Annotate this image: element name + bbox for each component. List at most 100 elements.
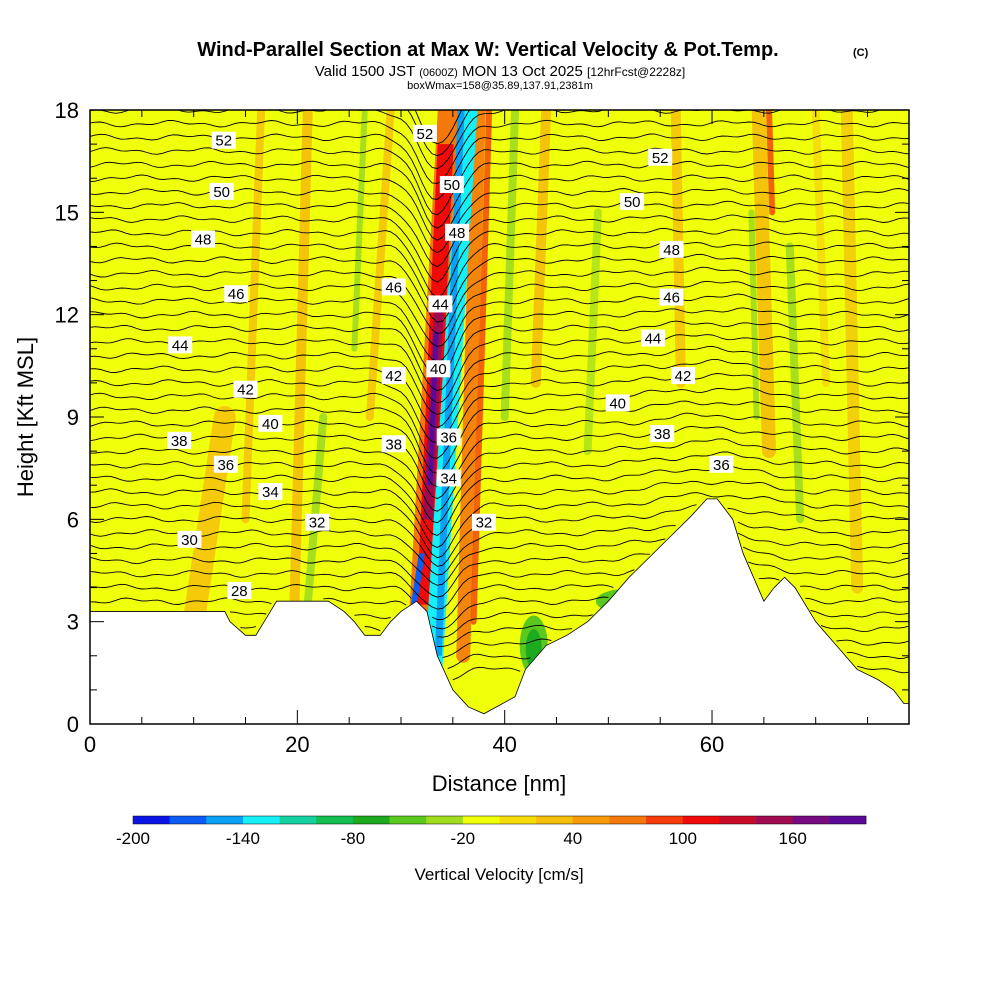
- theta-contour-line: [229, 610, 909, 638]
- theta-contour-line: [90, 214, 909, 283]
- colorbar-swatch: [133, 816, 170, 824]
- contour-label-text: 46: [228, 286, 245, 303]
- contour-label: 40: [258, 414, 283, 433]
- contour-label-text: 48: [449, 225, 466, 242]
- contour-label-text: 50: [443, 177, 460, 194]
- theta-contour-line: [90, 400, 909, 474]
- velocity-streak: [500, 110, 520, 421]
- theta-contour-line: [90, 425, 909, 500]
- valid-time-line: Valid 1500 JST (0600Z) MON 13 Oct 2025 […: [315, 63, 686, 80]
- contour-label: 40: [426, 360, 451, 378]
- theta-contour-line: [90, 465, 909, 537]
- contour-label-bg: [439, 176, 464, 194]
- velocity-streak: [840, 110, 864, 594]
- colorbar-swatch: [169, 816, 207, 824]
- contour-label-bg: [224, 285, 249, 303]
- theta-contour-line: [90, 345, 909, 415]
- y-tick-label: 3: [67, 610, 79, 635]
- terrain-outline: [90, 498, 909, 715]
- y-axis-label: Height [Kft MSL]: [13, 337, 38, 497]
- contour-label: 36: [436, 428, 461, 446]
- theta-contour-line: [90, 334, 909, 404]
- theta-contour-line: [90, 596, 909, 630]
- colorbar-label: Vertical Velocity [cm/s]: [414, 865, 583, 884]
- contour-label: 42: [233, 380, 258, 399]
- contour-label-text: 40: [262, 416, 279, 433]
- contour-label-bg: [648, 148, 673, 166]
- contour-label-bg: [620, 193, 645, 211]
- contour-label-bg: [659, 288, 684, 306]
- contour-label-text: 38: [171, 433, 188, 450]
- y-tick-label: 15: [55, 200, 79, 225]
- velocity-streak: [365, 110, 395, 421]
- theta-contour-line: [90, 438, 909, 512]
- contour-label-bg: [381, 435, 406, 453]
- colorbar-swatch: [426, 816, 464, 824]
- contour-label-text: 44: [645, 331, 662, 348]
- colorbar-tick-label: -80: [341, 829, 366, 848]
- contour-label-bg: [412, 124, 437, 142]
- velocity-streak: [287, 110, 313, 695]
- colorbar-swatch: [316, 816, 354, 824]
- chart-title: Wind-Parallel Section at Max W: Vertical…: [197, 39, 778, 61]
- contour-label-bg: [444, 223, 469, 241]
- contour-label-bg: [605, 394, 630, 412]
- theta-contour-line: [90, 561, 909, 610]
- contour-label: 52: [648, 148, 673, 167]
- contour-label-text: 42: [237, 382, 254, 399]
- colorbar-swatch: [279, 816, 317, 824]
- contour-label-text: 48: [663, 242, 680, 259]
- contour-label-text: 50: [624, 194, 641, 211]
- theta-contour-line: [240, 624, 909, 648]
- contour-label-bg: [213, 455, 238, 473]
- contour-label: 50: [439, 176, 464, 194]
- contour-label-text: 36: [713, 457, 730, 474]
- contour-label: 48: [444, 223, 469, 242]
- contour-label-text: 28: [231, 583, 248, 600]
- contour-label-bg: [436, 428, 461, 446]
- theta-contour-line: [90, 387, 909, 459]
- theta-contour-line: [90, 307, 909, 378]
- theta-contour-line: [90, 504, 909, 567]
- contour-label-text: 44: [432, 296, 449, 313]
- contour-label-bg: [428, 295, 453, 313]
- velocity-streak: [811, 110, 831, 387]
- contour-label-bg: [650, 425, 675, 443]
- contour-label-text: 36: [440, 429, 457, 446]
- contour-label: 42: [381, 367, 406, 385]
- theta-contour-line: [90, 320, 909, 391]
- velocity-streak: [470, 110, 493, 625]
- contour-label-text: 34: [262, 484, 279, 501]
- box-wmax: boxWmax=158@35.89,137.91,2381m: [407, 80, 593, 92]
- contour-label: 50: [620, 193, 645, 211]
- theta-contour-line: [90, 492, 909, 559]
- velocity-streak: [583, 208, 602, 456]
- velocity-streak: [303, 413, 328, 609]
- contour-label-bg: [227, 581, 252, 599]
- x-axis: 0 20 40 60: [84, 110, 869, 757]
- contour-label: 48: [659, 240, 684, 259]
- contour-label-bg: [177, 530, 202, 548]
- theta-contour-line: [90, 119, 909, 184]
- x-tick-label: 20: [285, 732, 309, 757]
- theta-contour-line: [90, 412, 909, 488]
- theta-contour-line: [90, 358, 909, 428]
- contour-label: 52: [412, 124, 437, 143]
- x-tick-label: 40: [492, 732, 516, 757]
- contour-label: 46: [381, 278, 406, 296]
- velocity-streak: [751, 110, 777, 459]
- x-axis-label: Distance [nm]: [432, 771, 567, 796]
- velocity-streak: [241, 110, 266, 524]
- colorbar-swatch: [536, 816, 574, 824]
- contour-label-bg: [709, 455, 734, 473]
- theta-contour-line: [90, 200, 909, 268]
- theta-contour-line: [452, 665, 909, 681]
- contour-label-text: 40: [430, 361, 447, 378]
- theta-contour-line: [90, 266, 909, 335]
- valid-prefix: Valid 1500 JST: [315, 63, 415, 80]
- theta-contour-line: [90, 480, 909, 549]
- contour-label-text: 36: [217, 457, 234, 474]
- contour-label: 28: [227, 581, 252, 600]
- contour-label-bg: [436, 469, 461, 487]
